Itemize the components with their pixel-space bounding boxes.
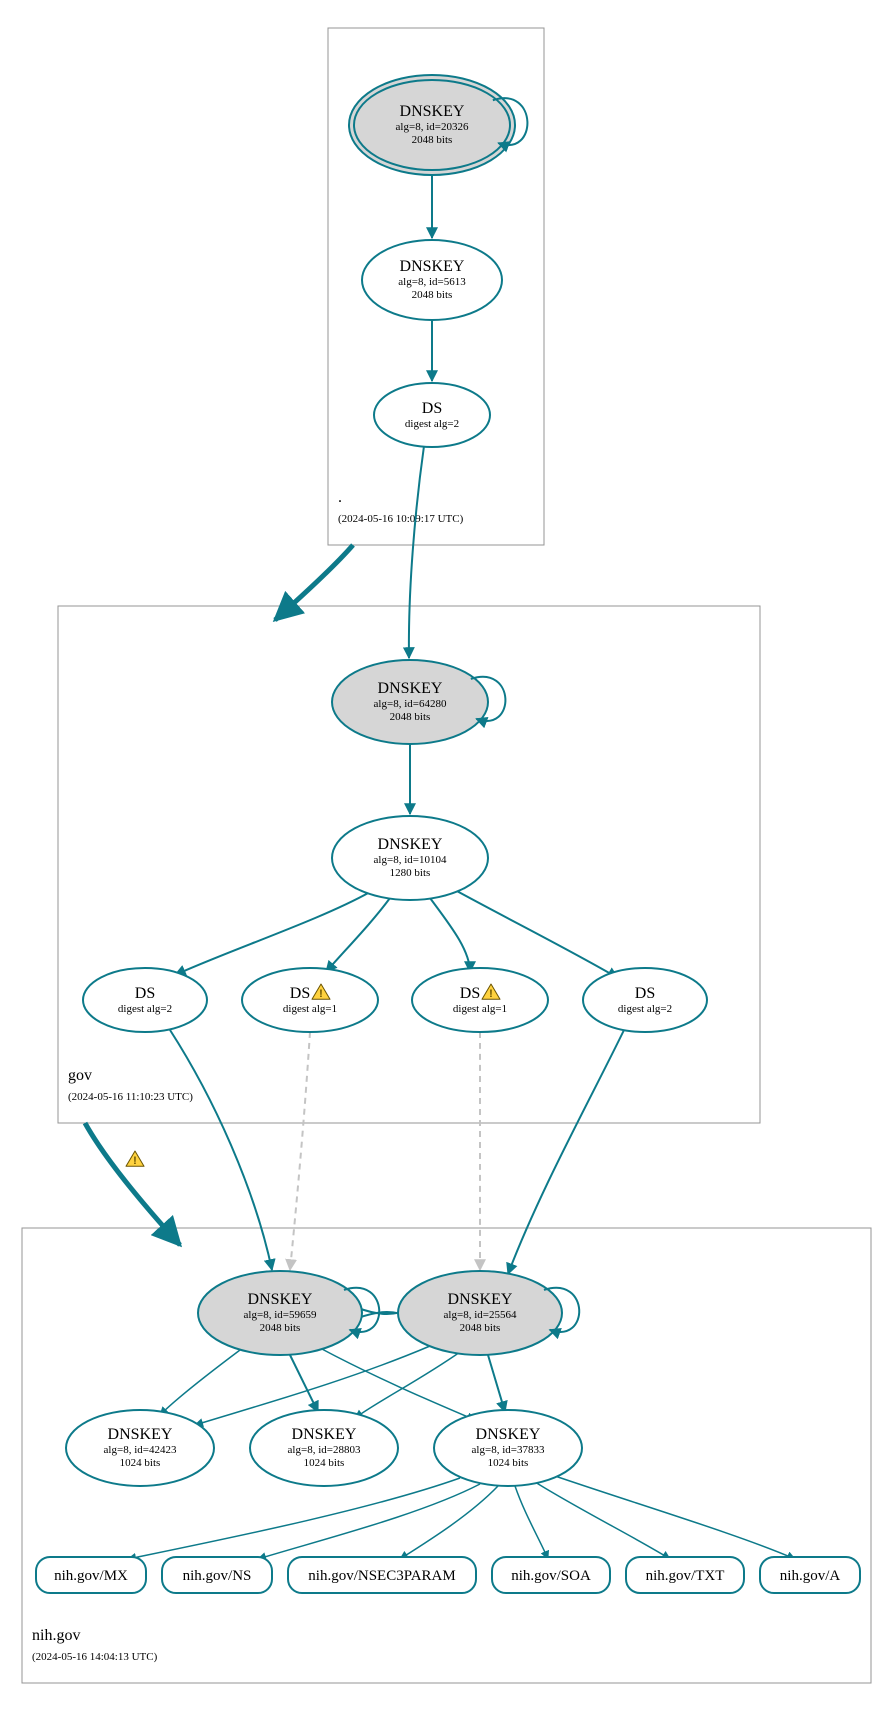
edge [508, 1028, 625, 1274]
node-title: DNSKEY [400, 258, 465, 275]
node-title: DS [135, 985, 155, 1002]
edge [455, 890, 618, 978]
node-sub2: 1024 bits [120, 1457, 161, 1469]
node-title: DNSKEY [476, 1426, 541, 1443]
edge [160, 1350, 240, 1415]
node-sub2: 1024 bits [488, 1457, 529, 1469]
node-sub2: 2048 bits [412, 289, 453, 301]
node-sub1: digest alg=2 [118, 1003, 172, 1015]
node-sub2: 1280 bits [390, 867, 431, 879]
node-sub1: alg=8, id=20326 [396, 121, 469, 133]
node-sub1: alg=8, id=42423 [104, 1444, 177, 1456]
edge [290, 1355, 318, 1412]
rrset-label: nih.gov/SOA [511, 1568, 591, 1584]
node-title: DNSKEY [448, 1291, 513, 1308]
zone-title: gov [68, 1067, 92, 1084]
warning-exclaim: ! [489, 988, 493, 1000]
node-sub1: alg=8, id=28803 [288, 1444, 361, 1456]
node-title: DS [635, 985, 655, 1002]
zone-title: nih.gov [32, 1627, 80, 1644]
rrset-label: nih.gov/MX [54, 1568, 128, 1584]
edge [170, 1030, 272, 1270]
node-title: DNSKEY [108, 1426, 173, 1443]
rrset-label: nih.gov/A [780, 1568, 841, 1584]
node-sub1: alg=8, id=64280 [374, 698, 447, 710]
node-title: DS [422, 400, 442, 417]
rrset-label: nih.gov/TXT [646, 1568, 725, 1584]
node-sub1: alg=8, id=5613 [398, 276, 466, 288]
node-sub2: 2048 bits [390, 711, 431, 723]
zone-timestamp: (2024-05-16 10:09:17 UTC) [338, 513, 464, 525]
node-sub2: 2048 bits [460, 1322, 501, 1334]
zone-title: . [338, 489, 342, 506]
node-sub1: alg=8, id=25564 [444, 1309, 517, 1321]
edge [355, 1352, 460, 1418]
edge [515, 1486, 548, 1559]
rrset-label: nih.gov/NSEC3PARAM [308, 1568, 455, 1584]
node-title: DNSKEY [378, 836, 443, 853]
node-sub2: 2048 bits [260, 1322, 301, 1334]
zone-timestamp: (2024-05-16 14:04:13 UTC) [32, 1651, 158, 1663]
node-sub1: digest alg=1 [453, 1003, 507, 1015]
node-title: DS [460, 985, 480, 1002]
node-sub1: digest alg=1 [283, 1003, 337, 1015]
node-sub1: alg=8, id=59659 [244, 1309, 317, 1321]
node-sub1: digest alg=2 [618, 1003, 672, 1015]
node-title: DNSKEY [248, 1291, 313, 1308]
edge [430, 898, 470, 972]
node-sub1: alg=8, id=37833 [472, 1444, 545, 1456]
edge [488, 1355, 505, 1412]
node-sub2: 2048 bits [412, 134, 453, 146]
edge [258, 1484, 480, 1559]
zone-delegation-arrow [85, 1123, 180, 1245]
dnssec-diagram: . (2024-05-16 10:09:17 UTC) gov (2024-05-16… [0, 0, 883, 1711]
zone-delegation-arrow [275, 545, 353, 620]
warning-exclaim: ! [319, 988, 323, 1000]
node-sub1: digest alg=2 [405, 418, 459, 430]
node-title: DNSKEY [292, 1426, 357, 1443]
rrset-label: nih.gov/NS [183, 1568, 252, 1584]
edge [290, 1032, 310, 1270]
warning-exclaim: ! [133, 1155, 137, 1167]
node-sub1: alg=8, id=10104 [374, 854, 447, 866]
node-title: DNSKEY [378, 680, 443, 697]
node-sub2: 1024 bits [304, 1457, 345, 1469]
edge [409, 446, 424, 658]
node-title: DS [290, 985, 310, 1002]
node-title: DNSKEY [400, 103, 465, 120]
zone-timestamp: (2024-05-16 11:10:23 UTC) [68, 1091, 193, 1103]
edge [555, 1476, 795, 1559]
edge [175, 892, 370, 975]
edge [128, 1478, 460, 1559]
edge [535, 1482, 670, 1559]
edge [400, 1486, 498, 1559]
